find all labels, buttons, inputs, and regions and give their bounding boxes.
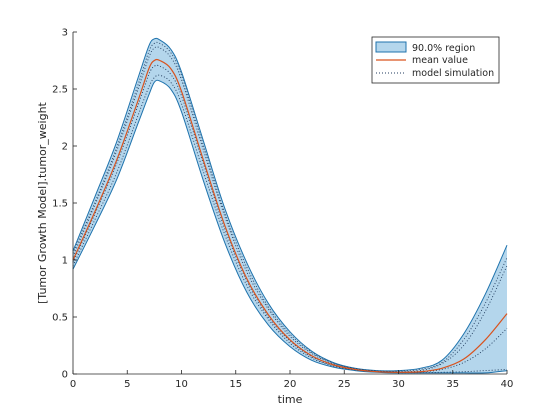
y-axis-label: [Tumor Growth Model].tumor_weight [36, 101, 49, 303]
y-tick-label: 2.5 [52, 85, 68, 96]
x-axis-label: time [278, 393, 303, 406]
y-tick-label: 0 [62, 370, 68, 381]
region-lower-edge [72, 79, 508, 374]
x-tick-label: 5 [124, 379, 130, 390]
simulation-line-2 [72, 46, 508, 373]
mean-value-line [72, 58, 508, 373]
plot-area [72, 37, 508, 374]
region-upper-edge [72, 37, 508, 372]
x-tick-label: 30 [392, 379, 405, 390]
x-tick-label: 20 [284, 379, 297, 390]
region-fill [73, 38, 507, 374]
x-tick-label: 25 [338, 379, 351, 390]
x-tick-label: 15 [229, 379, 242, 390]
legend: 90.0% region mean value model simulation [371, 36, 500, 84]
y-tick-label: 3 [62, 28, 68, 39]
legend-label-mean: mean value [412, 55, 468, 66]
legend-label-simulation: model simulation [412, 68, 494, 79]
x-tick-label: 10 [175, 379, 188, 390]
legend-swatch-region [375, 41, 407, 53]
axes: 0 5 10 15 20 25 30 35 40 0 0.5 1 1.5 2 2.5 3 [52, 28, 513, 391]
y-tick-label: 0.5 [52, 313, 68, 324]
legend-label-region: 90.0% region [412, 43, 475, 54]
y-tick-label: 1 [62, 256, 68, 267]
y-tick-label: 2 [62, 142, 68, 153]
y-tick-label: 1.5 [52, 199, 68, 210]
x-tick-label: 35 [446, 379, 459, 390]
x-tick-label: 40 [501, 379, 514, 390]
x-tick-label: 0 [70, 379, 76, 390]
